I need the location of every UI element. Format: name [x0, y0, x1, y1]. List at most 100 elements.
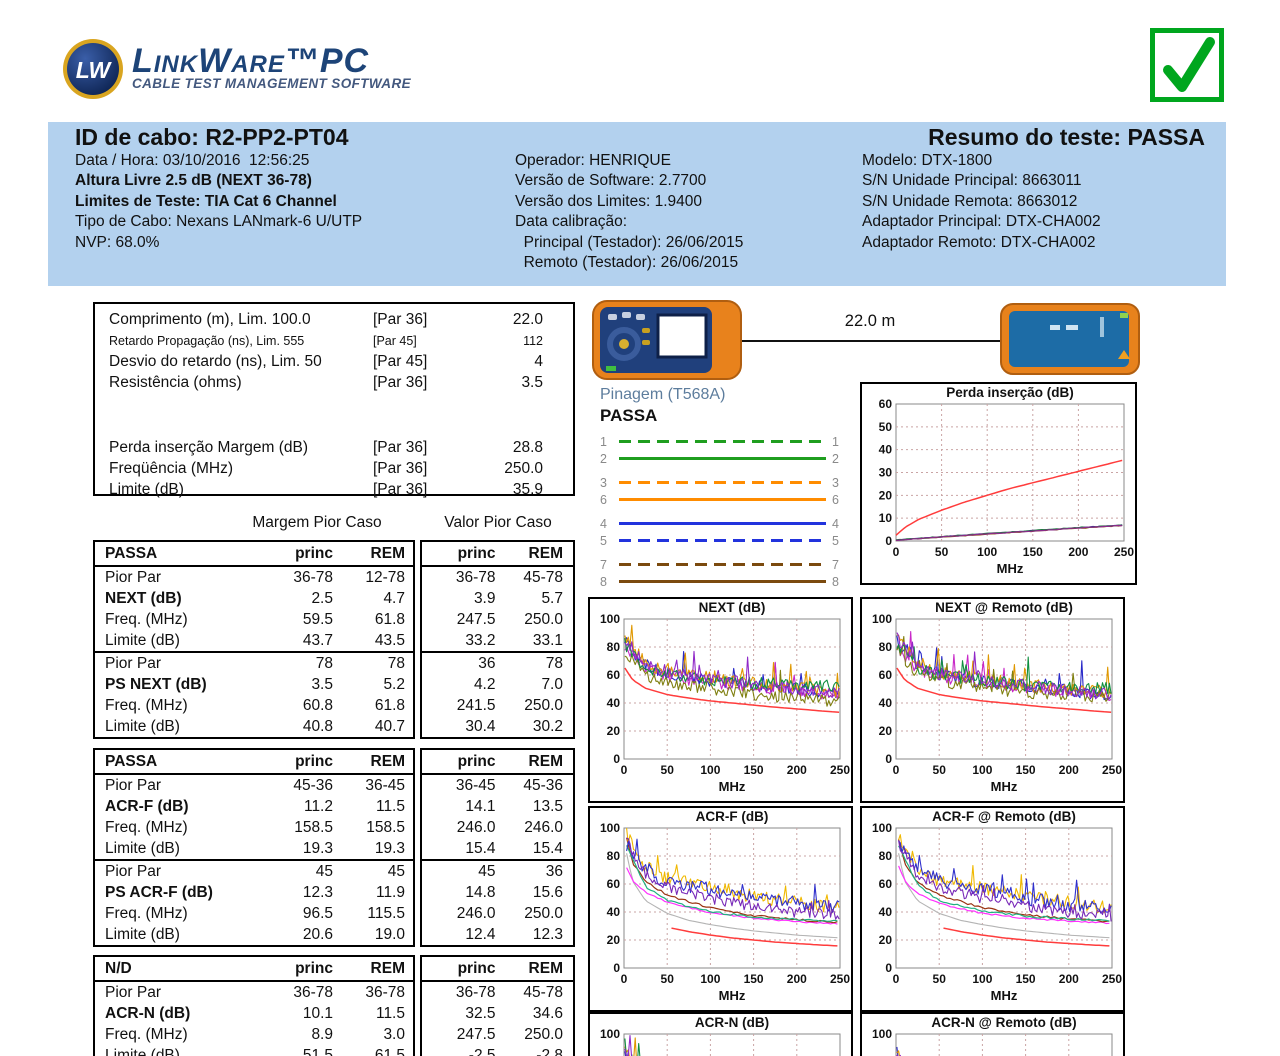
- svg-text:100: 100: [972, 972, 992, 986]
- table-header-row: princ REM: [422, 957, 573, 982]
- row-label: Limite (dB): [105, 839, 180, 857]
- text-line: Versão de Software: 2.7700: [515, 172, 707, 190]
- table-row: Limite (dB) 20.6 19.0: [95, 924, 413, 945]
- row-value: 4: [534, 352, 543, 370]
- svg-text:40: 40: [879, 905, 893, 919]
- pin-number: 8: [832, 574, 839, 589]
- pin-number: 7: [600, 557, 607, 572]
- row-label: Limite (dB): [105, 1046, 180, 1056]
- row-value: 3.5: [521, 373, 543, 391]
- main-tester-image: [592, 300, 742, 385]
- summary-row: Retardo Propagação (ns), Lim. 555 [Par 45…: [95, 330, 573, 351]
- row-value: 14.8: [465, 883, 496, 901]
- col-header: REM: [370, 544, 405, 562]
- row-value: 158.5: [294, 818, 333, 836]
- svg-text:50: 50: [935, 545, 949, 559]
- table-row: 14.1 13.5: [422, 796, 573, 817]
- row-label: PS ACR-F (dB): [105, 883, 213, 901]
- header-left-lines: Data / Hora: 03/10/2016 12:56:25 Altura L…: [75, 151, 362, 253]
- row-value: 28.8: [512, 438, 543, 456]
- row-label: Pior Par: [105, 654, 161, 672]
- svg-text:250: 250: [830, 972, 850, 986]
- row-value: 19.0: [374, 925, 405, 943]
- col-header: princ: [295, 752, 333, 770]
- row-value: 34.6: [532, 1004, 563, 1022]
- table-row: ACR-F (dB) 11.2 11.5: [95, 796, 413, 817]
- svg-text:0: 0: [885, 961, 892, 975]
- chart-canvas: 0 20 40 60 80 100 0 50 100 150 200 250 ACR-F (dB) MHz: [600, 809, 850, 1003]
- row-value: 36-78: [455, 568, 496, 586]
- table-row: Limite (dB) 43.7 43.5: [95, 630, 413, 651]
- svg-text:0: 0: [621, 972, 628, 986]
- table-row: 14.8 15.6: [422, 882, 573, 903]
- row-value: 78: [315, 654, 333, 672]
- row-value: 11.5: [375, 797, 405, 815]
- svg-text:50: 50: [879, 420, 893, 434]
- svg-text:MHz: MHz: [991, 779, 1018, 794]
- svg-text:30: 30: [879, 466, 893, 480]
- table-section: Pior Par 45-36 36-45 ACR-F (dB) 11.2 11.5 Freq…: [95, 775, 413, 859]
- row-label: Retardo Propagação (ns), Lim. 555: [109, 333, 305, 348]
- table-row: 3.9 5.7: [422, 588, 573, 609]
- svg-text:80: 80: [607, 640, 621, 654]
- chart-canvas: 0 20 40 60 80 100 0 50 100 150 200 250 NEXT @ Remoto…: [872, 600, 1122, 794]
- row-value: 3.0: [383, 1025, 405, 1043]
- next-remote-chart: 0 20 40 60 80 100 0 50 100 150 200 250 NEXT @ Remoto…: [860, 597, 1125, 803]
- chart-canvas: 0 10 20 30 40 50 60 0 50 100 150 200 250 Perda inserç…: [879, 385, 1135, 576]
- table-header-row: princ REM: [422, 750, 573, 775]
- svg-text:ACR-F @ Remoto (dB): ACR-F @ Remoto (dB): [932, 809, 1076, 824]
- text-line: Modelo: DTX-1800: [862, 152, 993, 169]
- table-row: NEXT (dB) 2.5 4.7: [95, 588, 413, 609]
- row-value: 10.1: [302, 1004, 333, 1022]
- pin-number: 1: [832, 434, 839, 449]
- svg-text:60: 60: [607, 877, 621, 891]
- svg-text:250: 250: [1102, 972, 1122, 986]
- svg-text:0: 0: [613, 961, 620, 975]
- row-value: 20.6: [302, 925, 333, 943]
- row-label: Freq. (MHz): [105, 1025, 188, 1043]
- svg-text:0: 0: [885, 534, 892, 548]
- row-value: 11.9: [375, 883, 405, 901]
- row-value: 45: [315, 862, 333, 880]
- row-value: 36-45: [455, 776, 496, 794]
- row-value: 246.0: [456, 818, 496, 836]
- wiremap-status: PASSA: [600, 406, 658, 425]
- pair-ref: [Par 45]: [373, 333, 417, 348]
- table-row: 241.5 250.0: [422, 695, 573, 716]
- row-value: 5.2: [383, 675, 405, 693]
- svg-text:200: 200: [1059, 763, 1079, 777]
- row-value: 45-36: [523, 776, 563, 794]
- table-row: Pior Par 36-78 12-78: [95, 567, 413, 588]
- detail-table-left: N/D princ REM Pior Par 36-78 36-78 ACR-N (dB) 1…: [93, 955, 415, 1056]
- row-value: 45: [387, 862, 405, 880]
- row-value: 250.0: [504, 459, 543, 477]
- table-row: 36-45 45-36: [422, 775, 573, 796]
- svg-text:MHz: MHz: [991, 988, 1018, 1003]
- header-middle-lines: Operador: HENRIQUE Versão de Software: 2.…: [515, 151, 743, 273]
- row-label: NEXT (dB): [105, 589, 182, 607]
- summary-row: Desvio do retardo (ns), Lim. 50 [Par 45] 4: [95, 351, 573, 372]
- row-value: 13.5: [532, 797, 563, 815]
- svg-text:40: 40: [879, 443, 893, 457]
- table-section: 36-45 45-36 14.1 13.5 246.0 246.0 15.4 15.4: [422, 775, 573, 859]
- svg-text:0: 0: [893, 545, 900, 559]
- logo-subtitle: CABLE TEST MANAGEMENT SOFTWARE: [132, 76, 411, 91]
- table-row: Limite (dB) 40.8 40.7: [95, 716, 413, 737]
- row-value: 7.0: [541, 675, 563, 693]
- svg-text:0: 0: [893, 763, 900, 777]
- col-header: REM: [528, 959, 563, 977]
- row-label: Limite (dB): [105, 631, 180, 649]
- svg-text:100: 100: [872, 612, 892, 626]
- table-row: 4.2 7.0: [422, 674, 573, 695]
- row-value: 14.1: [465, 797, 496, 815]
- svg-text:10: 10: [879, 511, 893, 525]
- row-value: 12-78: [365, 568, 405, 586]
- status-label: N/D: [105, 959, 132, 977]
- row-value: 246.0: [456, 904, 496, 922]
- pin-number: 5: [600, 533, 607, 548]
- chart-canvas: 0 20 40 60 80 100 0 50 100 150 200 250 ACR-F @ Remot…: [872, 809, 1122, 1003]
